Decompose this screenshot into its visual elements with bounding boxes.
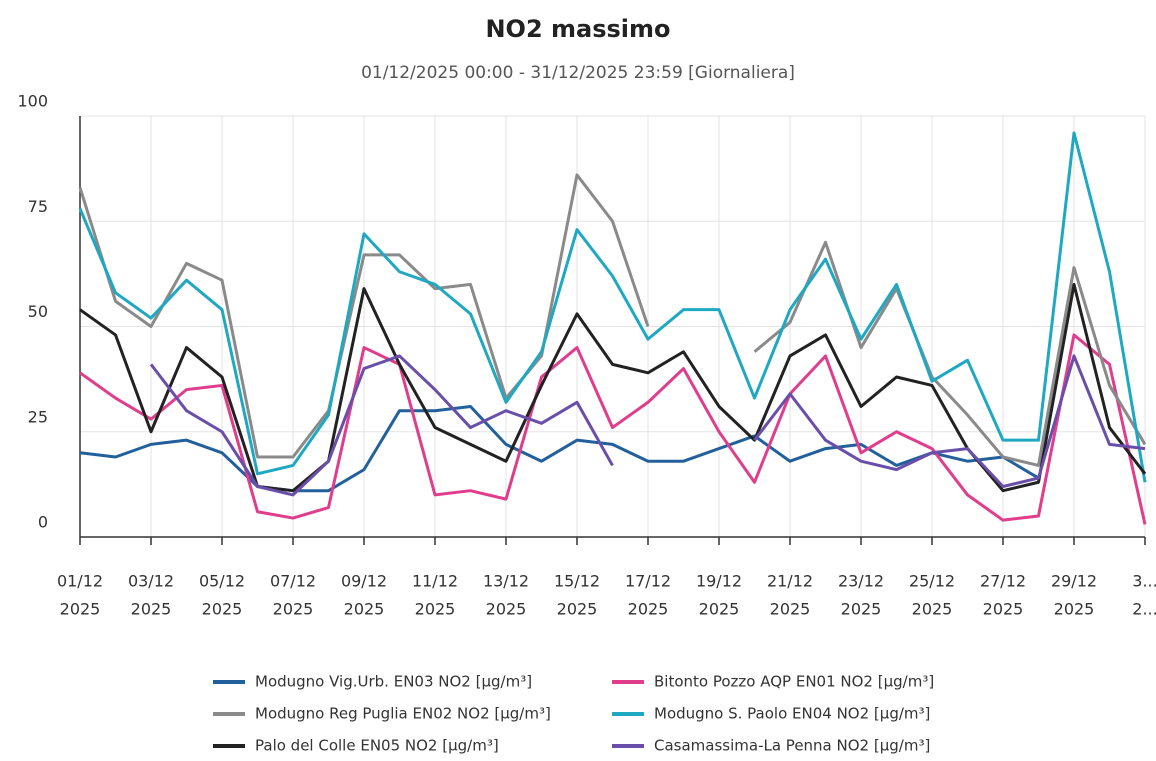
chart-title: NO2 massimo [485,15,670,43]
legend-label: Palo del Colle EN05 NO2 [µg/m³] [255,737,499,755]
y-tick-label: 100 [17,92,48,111]
y-tick-label: 25 [28,407,48,426]
x-tick-label: 13/12 [483,572,529,591]
x-tick-label: 01/12 [57,572,103,591]
series-line [78,173,1147,467]
x-tick-label: 09/12 [341,572,387,591]
x-tick-label: 17/12 [625,572,671,591]
y-tick-label: 0 [38,513,48,532]
x-tick-label: 2025 [1054,600,1095,619]
chart-subtitle: 01/12/2025 00:00 - 31/12/2025 23:59 [Gio… [361,63,795,83]
x-tick-label: 23/12 [838,572,884,591]
x-tick-label: 2025 [628,600,669,619]
legend-label: Modugno S. Paolo EN04 NO2 [µg/m³] [654,705,930,723]
x-tick-label: 19/12 [696,572,742,591]
series-line [79,404,1040,493]
series-line [79,333,1147,525]
x-tick-label: 2025 [344,600,385,619]
x-tick-label: 2025 [841,600,882,619]
x-tick-label: 2025 [486,600,527,619]
x-tick-label: 11/12 [412,572,458,591]
y-tick-label: 50 [28,302,48,321]
x-tick-label: 15/12 [554,572,600,591]
x-tick-label: 25/12 [909,572,955,591]
x-tick-label: 2025 [202,600,243,619]
x-tick-label: 2025 [557,600,598,619]
x-tick-label: 29/12 [1051,572,1097,591]
series-line [149,354,1146,497]
series-line [78,131,1147,483]
legend-label: Bitonto Pozzo AQP EN01 NO2 [µg/m³] [654,673,934,691]
x-tick-label: 2025 [770,600,811,619]
x-tick-label: 2025 [273,600,314,619]
x-tick-label: 05/12 [199,572,245,591]
x-tick-label: 2025 [131,600,172,619]
legend-label: Modugno Reg Puglia EN02 NO2 [µg/m³] [255,705,551,723]
x-tick-label: 2025 [699,600,740,619]
x-tick-label: 03/12 [128,572,174,591]
x-tick-label: 2... [1132,600,1156,619]
y-tick-label: 75 [28,197,48,216]
x-tick-label: 2025 [983,600,1024,619]
x-tick-label: 21/12 [767,572,813,591]
x-tick-label: 2025 [60,600,101,619]
x-tick-label: 2025 [415,600,456,619]
x-tick-label: 2025 [912,600,953,619]
x-tick-label: 07/12 [270,572,316,591]
x-tick-label: 27/12 [980,572,1026,591]
legend-label: Casamassima-La Penna NO2 [µg/m³] [654,737,930,755]
legend-label: Modugno Vig.Urb. EN03 NO2 [µg/m³] [255,673,532,691]
x-tick-label: 3... [1132,572,1156,591]
